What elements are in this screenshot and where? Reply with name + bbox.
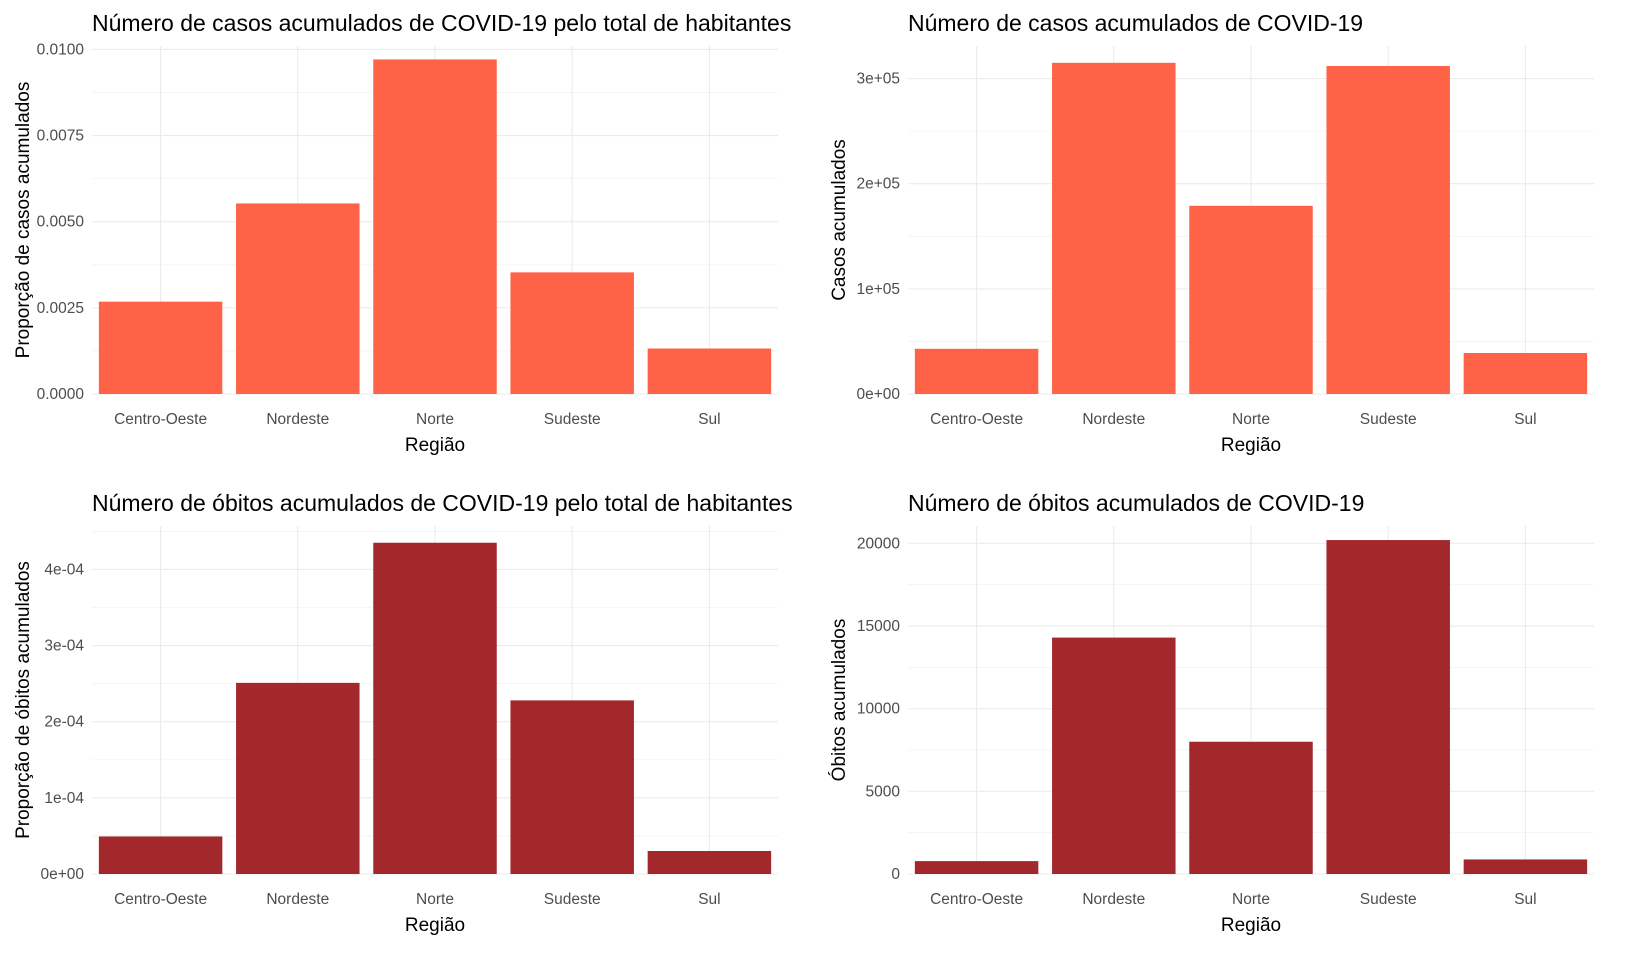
bar: [98, 301, 223, 394]
x-tick-label: Sul: [1514, 891, 1536, 908]
x-axis-title: Região: [405, 435, 465, 456]
y-tick-label: 15000: [857, 618, 900, 635]
x-tick-label: Centro-Oeste: [114, 411, 207, 428]
bar: [236, 682, 360, 874]
chart-title: Número de óbitos acumulados de COVID-19: [908, 490, 1365, 516]
x-axis-title: Região: [1221, 435, 1281, 456]
x-tick-label: Centro-Oeste: [930, 891, 1023, 908]
bar: [236, 203, 360, 394]
bar-chart: 0 5000 10000 15000 20000 Centro-Oeste Nordeste…: [828, 526, 1594, 936]
bar: [1463, 859, 1588, 874]
bar: [1326, 65, 1450, 394]
x-tick-label: Norte: [416, 891, 454, 908]
y-tick-label: 0.0100: [37, 41, 85, 58]
x-tick-label: Sudeste: [1360, 891, 1417, 908]
bar: [1189, 741, 1313, 874]
y-tick-label: 5000: [866, 783, 901, 800]
chart-panel-cases-proportion: Número de casos acumulados de COVID-19 p…: [0, 0, 816, 480]
bar: [1052, 637, 1176, 874]
x-tick-label: Nordeste: [1082, 411, 1145, 428]
y-tick-label: 0.0075: [37, 128, 84, 145]
bar: [1326, 540, 1450, 874]
x-tick-label: Nordeste: [1082, 891, 1145, 908]
y-axis-title: Proporção de óbitos acumulados: [13, 561, 34, 839]
chart-title: Número de óbitos acumulados de COVID-19 …: [92, 490, 793, 516]
bar: [914, 861, 1039, 874]
bar: [914, 348, 1039, 394]
bar: [1052, 62, 1176, 395]
x-tick-label: Sul: [698, 891, 720, 908]
bar: [98, 836, 223, 874]
x-tick-label: Norte: [416, 411, 454, 428]
bar: [510, 272, 634, 394]
x-tick-label: Sudeste: [544, 891, 601, 908]
y-axis-title: Óbitos acumulados: [828, 619, 850, 782]
bar-chart: 0e+00 1e+05 2e+05 3e+05 Centro-Oeste Nordeste…: [829, 46, 1594, 456]
bar-chart: 0e+00 1e-04 2e-04 3e-04 4e-04 Centro-Oeste Nor…: [13, 526, 778, 936]
y-tick-label: 1e+05: [856, 281, 900, 298]
y-axis-title: Proporção de casos acumulados: [13, 82, 34, 359]
y-tick-label: 2e+05: [856, 176, 900, 193]
x-tick-label: Sul: [1514, 411, 1536, 428]
x-tick-label: Centro-Oeste: [114, 891, 207, 908]
bar: [647, 851, 772, 874]
y-tick-label: 0e+00: [40, 866, 84, 883]
chart-panel-deaths-total: Número de óbitos acumulados de COVID-19 …: [816, 480, 1632, 960]
chart-title: Número de casos acumulados de COVID-19 p…: [92, 10, 792, 36]
bar-chart: 0.0000 0.0025 0.0050 0.0075 0.0100 Centro-Oes…: [13, 41, 778, 456]
y-tick-label: 3e-04: [44, 638, 84, 655]
x-tick-label: Nordeste: [266, 891, 329, 908]
y-tick-label: 0: [891, 866, 900, 883]
bar: [510, 700, 634, 874]
y-tick-label: 0.0050: [37, 214, 85, 231]
y-axis-title: Casos acumulados: [829, 139, 850, 301]
y-tick-label: 0.0000: [37, 386, 85, 403]
bar: [373, 542, 497, 874]
bar: [647, 348, 772, 394]
y-tick-label: 3e+05: [856, 71, 900, 88]
x-tick-label: Sudeste: [1360, 411, 1417, 428]
bar: [1463, 352, 1588, 394]
x-tick-label: Norte: [1232, 411, 1270, 428]
chart-title: Número de casos acumulados de COVID-19: [908, 10, 1364, 36]
x-axis-title: Região: [1221, 915, 1281, 936]
x-tick-label: Sul: [698, 411, 720, 428]
y-tick-label: 1e-04: [44, 790, 84, 807]
x-tick-label: Norte: [1232, 891, 1270, 908]
y-tick-label: 0e+00: [856, 386, 900, 403]
x-tick-label: Sudeste: [544, 411, 601, 428]
chart-panel-cases-total: Número de casos acumulados de COVID-19 0…: [816, 0, 1632, 480]
y-tick-label: 20000: [857, 535, 900, 552]
y-tick-label: 4e-04: [44, 561, 84, 578]
bar: [373, 59, 497, 394]
x-tick-label: Nordeste: [266, 411, 329, 428]
y-tick-label: 0.0025: [37, 300, 84, 317]
y-tick-label: 10000: [857, 701, 900, 718]
x-axis-title: Região: [405, 915, 465, 936]
y-tick-label: 2e-04: [44, 714, 84, 731]
x-tick-label: Centro-Oeste: [930, 411, 1023, 428]
bar: [1189, 205, 1313, 394]
chart-panel-deaths-proportion: Número de óbitos acumulados de COVID-19 …: [0, 480, 816, 960]
